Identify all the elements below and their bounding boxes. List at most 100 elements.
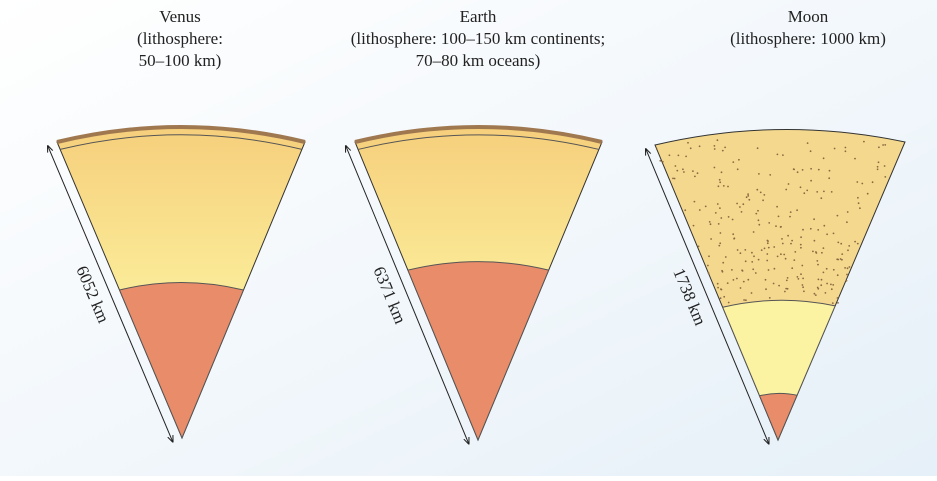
speckle (793, 168, 795, 170)
speckle (815, 251, 817, 253)
speckle (884, 176, 886, 178)
speckle (787, 288, 789, 290)
speckle (823, 247, 825, 249)
speckle (745, 299, 747, 301)
speckle (782, 154, 784, 156)
speckle (834, 148, 836, 150)
speckle (812, 251, 814, 253)
speckle (717, 139, 719, 141)
speckle (854, 241, 856, 243)
speckle (854, 158, 856, 160)
speckle (733, 238, 735, 240)
speckle (766, 253, 768, 255)
speckle (787, 235, 789, 237)
speckle (847, 267, 849, 269)
speckle (810, 150, 812, 152)
speckle (722, 262, 724, 264)
speckle (662, 161, 664, 163)
speckle (837, 302, 839, 304)
speckle (694, 201, 696, 203)
speckle (769, 297, 771, 299)
speckle (790, 243, 792, 245)
speckle (709, 221, 711, 223)
speckle (705, 206, 707, 208)
speckle (685, 156, 687, 158)
speckle (821, 279, 823, 281)
speckle (745, 260, 747, 262)
speckle (733, 279, 735, 281)
speckle (773, 246, 775, 248)
speckle (766, 260, 768, 262)
speckle (751, 261, 753, 263)
speckle (717, 203, 719, 205)
speckle (744, 249, 746, 251)
speckle (731, 269, 733, 271)
panel-title: Earth (460, 7, 497, 26)
speckle (882, 144, 884, 146)
speckle (769, 174, 771, 176)
speckle (867, 193, 869, 195)
speckle (846, 280, 848, 282)
speckle (765, 288, 767, 290)
speckle (743, 281, 745, 283)
speckle (684, 209, 686, 211)
speckle (721, 171, 723, 173)
speckle (720, 232, 722, 234)
speckle (825, 292, 827, 294)
speckle (676, 170, 678, 172)
speckle (818, 169, 820, 171)
speckle (723, 185, 725, 187)
speckle (823, 157, 825, 159)
speckle (858, 202, 860, 204)
speckle (878, 161, 880, 163)
speckle (802, 229, 804, 231)
speckle (800, 244, 802, 246)
speckle (738, 159, 740, 161)
speckle (718, 245, 720, 247)
speckle (760, 192, 762, 194)
speckle (831, 191, 833, 193)
speckle (800, 186, 802, 188)
speckle (747, 195, 749, 197)
speckle (737, 249, 739, 251)
speckle (810, 228, 812, 230)
speckle (783, 254, 785, 256)
speckle (747, 193, 749, 195)
speckle (810, 168, 812, 170)
speckle (690, 147, 692, 149)
speckle (768, 269, 770, 271)
speckle (856, 181, 858, 183)
speckle (823, 225, 825, 227)
speckle (802, 169, 804, 171)
speckle (787, 277, 789, 279)
speckle (872, 181, 874, 183)
speckle (714, 145, 716, 147)
speckle (831, 288, 833, 290)
speckle (727, 282, 729, 284)
panel-note: (lithosphere: 100–150 km continents; (351, 29, 606, 48)
speckle (740, 287, 742, 289)
speckle (797, 171, 799, 173)
speckle (741, 211, 743, 213)
speckle (830, 284, 832, 286)
speckle (816, 191, 818, 193)
speckle (833, 269, 835, 271)
speckle (884, 144, 886, 146)
speckle (848, 245, 850, 247)
speckle (710, 238, 712, 240)
speckle (791, 267, 793, 269)
speckle (683, 171, 685, 173)
speckle (719, 242, 721, 244)
speckle (699, 145, 701, 147)
speckle (820, 197, 822, 199)
speckle (678, 155, 680, 157)
speckle (826, 283, 828, 285)
speckle (758, 224, 760, 226)
speckle (732, 219, 734, 221)
speckle (687, 142, 689, 144)
speckle (720, 217, 722, 219)
speckle (790, 211, 792, 213)
speckle (740, 252, 742, 254)
speckle (817, 264, 819, 266)
speckle (832, 284, 834, 286)
